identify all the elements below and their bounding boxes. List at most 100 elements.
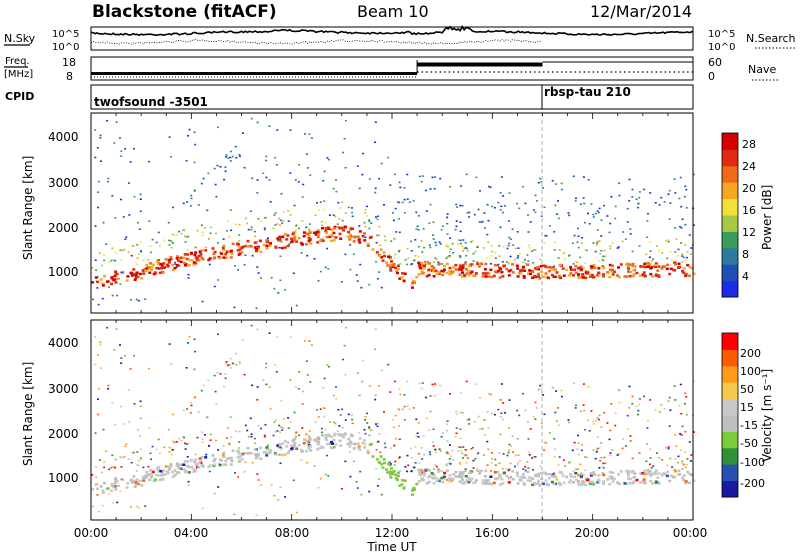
velocity-cell	[685, 395, 688, 398]
power-cell	[562, 252, 565, 254]
velocity-cell	[581, 444, 584, 446]
power-cell	[554, 275, 558, 279]
velocity-cell	[212, 459, 216, 463]
power-cell	[368, 236, 372, 239]
velocity-cell	[253, 448, 257, 451]
power-cell	[272, 227, 275, 230]
power-cell	[600, 235, 603, 237]
velocity-cell	[549, 432, 551, 434]
power-cell	[213, 285, 216, 288]
power-cell	[534, 211, 537, 213]
power-cell	[356, 235, 360, 238]
power-cell	[519, 269, 523, 272]
velocity-cell	[123, 455, 126, 458]
velocity-cell	[270, 484, 273, 486]
power-cell	[148, 271, 152, 274]
velocity-cell	[498, 483, 502, 486]
power-cell	[307, 239, 311, 243]
velocity-cell	[379, 455, 383, 458]
velocity-cell	[249, 417, 252, 420]
velocity-cell	[584, 469, 587, 472]
power-cell	[213, 256, 217, 259]
velocity-cell	[399, 470, 402, 472]
power-cell	[391, 265, 395, 269]
velocity-cell	[631, 469, 635, 473]
velocity-cell	[581, 480, 584, 483]
power-cell	[611, 264, 615, 267]
power-cell	[539, 177, 541, 180]
velocity-cell	[628, 481, 632, 485]
power-cell	[224, 170, 227, 173]
power-cell	[187, 264, 191, 267]
power-cell	[302, 231, 306, 234]
power-cell	[686, 263, 690, 267]
power-cell	[289, 172, 292, 174]
power-cell	[417, 273, 421, 276]
velocity-cell	[574, 471, 578, 475]
velocity-cell	[380, 493, 383, 496]
velocity-cell	[265, 454, 269, 457]
velocity-cell	[494, 477, 498, 480]
velocity-cell	[366, 412, 369, 415]
velocity-cell	[588, 482, 592, 485]
velocity-cell	[481, 482, 485, 485]
velocity-cell	[193, 368, 196, 371]
power-cell	[583, 221, 586, 224]
power-cell	[371, 248, 375, 251]
power-cell	[538, 277, 542, 280]
velocity-cell	[275, 371, 278, 373]
velocity-cell	[443, 471, 447, 475]
velocity-cell	[410, 457, 413, 459]
velocity-cell	[482, 454, 485, 456]
velocity-cell	[265, 383, 268, 386]
power-cell	[527, 231, 530, 233]
power-cell	[434, 176, 437, 178]
power-cell	[131, 245, 134, 247]
nave-label: Nave	[748, 63, 776, 76]
velocity-cell	[484, 469, 488, 473]
velocity-cell	[357, 445, 361, 448]
power-cell	[193, 189, 196, 191]
velocity-cell	[422, 474, 426, 477]
velocity-cell	[327, 365, 330, 368]
velocity-cell	[602, 462, 605, 465]
power-cell	[497, 201, 500, 204]
velocity-cell	[435, 451, 438, 454]
power-cell	[255, 307, 258, 309]
power-cell	[139, 241, 142, 244]
power-cell	[249, 210, 252, 213]
power-cell	[317, 209, 320, 211]
power-cell	[298, 227, 300, 230]
power-cell	[289, 129, 292, 131]
velocity-cell	[343, 344, 346, 347]
power-cell	[94, 276, 98, 279]
power-cell	[130, 274, 134, 277]
power-cell	[358, 187, 361, 190]
power-cell	[285, 238, 289, 241]
velocity-cell	[394, 460, 397, 463]
velocity-cell	[313, 465, 316, 467]
power-cell	[601, 265, 605, 268]
power-cell	[427, 273, 431, 277]
velocity-cell	[143, 474, 147, 478]
velocity-cell	[187, 465, 191, 469]
velocity-y-tick-3000: 3000	[48, 382, 79, 396]
velocity-cell	[274, 363, 277, 366]
velocity-cell	[175, 441, 178, 443]
velocity-cell	[617, 482, 621, 486]
velocity-cell	[135, 478, 139, 482]
power-cell	[554, 241, 557, 243]
power-cell	[599, 253, 602, 255]
power-cell	[446, 222, 449, 225]
velocity-cell	[298, 434, 300, 437]
velocity-cell	[531, 483, 535, 486]
velocity-cell	[344, 419, 347, 421]
velocity-cell	[189, 412, 192, 414]
power-cell	[186, 253, 190, 256]
power-cell	[608, 263, 612, 267]
velocity-cell	[91, 474, 94, 476]
power-cell	[437, 272, 441, 276]
power-cell	[507, 262, 510, 265]
velocity-cell	[588, 430, 591, 432]
velocity-cell	[169, 464, 173, 468]
